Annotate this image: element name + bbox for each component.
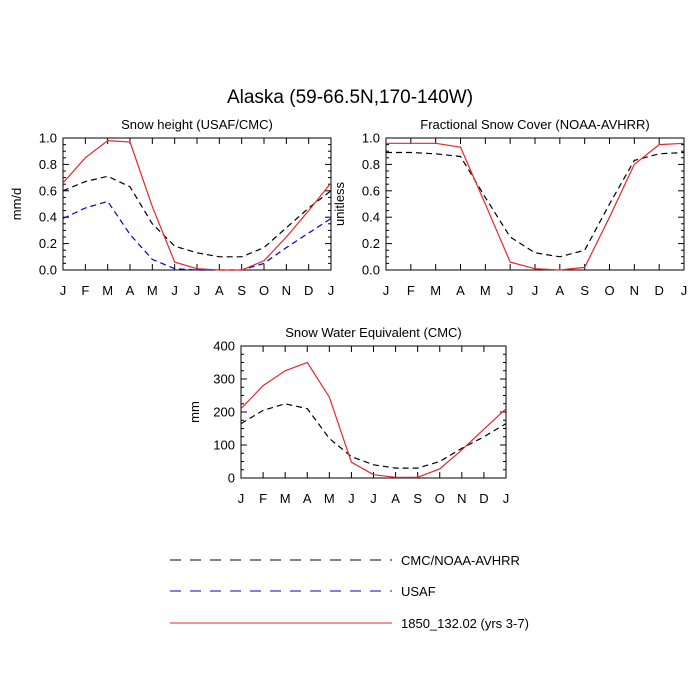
x-tick-label: J: [681, 283, 688, 298]
legend-label: 1850_132.02 (yrs 3-7): [401, 616, 529, 631]
x-tick-label: D: [654, 283, 663, 298]
plot-frame: [240, 345, 507, 479]
x-tick-label: F: [259, 491, 267, 506]
x-tick-label: N: [457, 491, 466, 506]
y-axis-label: unitless: [332, 181, 347, 226]
legend: CMC/NOAA-AVHRR USAF 1850_132.02 (yrs 3-7): [170, 553, 529, 631]
y-tick-label: 300: [213, 372, 235, 387]
x-tick-label: A: [303, 491, 312, 506]
x-tick-label: O: [604, 283, 614, 298]
x-tick-label: M: [147, 283, 158, 298]
x-tick-label: A: [126, 283, 135, 298]
y-axis-label: mm: [187, 401, 202, 423]
series-line-obs: [386, 151, 685, 258]
x-tick-label: J: [238, 491, 245, 506]
x-tick-label: J: [60, 283, 67, 298]
series-line-obs: [62, 175, 332, 258]
legend-label: USAF: [401, 584, 436, 599]
chart-title: Snow Water Equivalent (CMC): [285, 325, 462, 340]
x-tick-label: J: [370, 491, 377, 506]
y-tick-label: 1.0: [362, 131, 380, 146]
x-tick-label: S: [237, 283, 246, 298]
x-tick-label: D: [479, 491, 488, 506]
y-tick-label: 0: [228, 471, 235, 486]
plot-frame: [385, 137, 685, 271]
charts-group: Snow height (USAF/CMC) mm/d 0.0 0.2 0.4 0.6 0.…: [9, 117, 687, 506]
x-tick-label: J: [328, 283, 335, 298]
x-tick-label: F: [81, 283, 89, 298]
chart-3: Snow Water Equivalent (CMC) mm 0 100 200 300 4…: [187, 325, 509, 506]
y-tick-label: 0.6: [39, 183, 57, 198]
x-tick-label: A: [456, 283, 465, 298]
x-tick-label: J: [503, 491, 510, 506]
legend-label: CMC/NOAA-AVHRR: [401, 553, 520, 568]
y-tick-label: 200: [213, 405, 235, 420]
x-tick-label: M: [280, 491, 291, 506]
x-tick-label: J: [171, 283, 178, 298]
y-axis-label: mm/d: [9, 188, 24, 221]
plot-frame: [62, 137, 332, 271]
series-line-obs: [240, 403, 507, 469]
x-tick-label: M: [430, 283, 441, 298]
x-tick-label: S: [580, 283, 589, 298]
x-tick-label: M: [102, 283, 113, 298]
figure-title: Alaska (59-66.5N,170-140W): [227, 87, 473, 108]
y-tick-label: 100: [213, 438, 235, 453]
y-tick-label: 0.4: [39, 210, 57, 225]
x-tick-label: J: [194, 283, 201, 298]
x-tick-label: N: [630, 283, 639, 298]
y-tick-label: 0.8: [39, 157, 57, 172]
y-tick-label: 0.8: [362, 157, 380, 172]
x-tick-label: J: [383, 283, 390, 298]
chart-2: Fractional Snow Cover (NOAA-AVHRR) unitle…: [332, 117, 687, 298]
x-tick-label: D: [304, 283, 313, 298]
x-tick-label: J: [507, 283, 514, 298]
x-tick-label: J: [532, 283, 539, 298]
y-tick-label: 1.0: [39, 131, 57, 146]
y-tick-label: 0.2: [362, 236, 380, 251]
y-tick-label: 0.4: [362, 210, 380, 225]
chart-title: Snow height (USAF/CMC): [121, 117, 273, 132]
x-tick-label: M: [324, 491, 335, 506]
x-tick-label: O: [435, 491, 445, 506]
series-line-usaf: [62, 200, 332, 271]
y-tick-label: 0.0: [362, 263, 380, 278]
x-tick-label: S: [413, 491, 422, 506]
chart-title: Fractional Snow Cover (NOAA-AVHRR): [420, 117, 649, 132]
chart-1: Snow height (USAF/CMC) mm/d 0.0 0.2 0.4 0.6 0.…: [9, 117, 334, 298]
x-tick-label: J: [348, 491, 355, 506]
x-tick-label: M: [480, 283, 491, 298]
series-line-model: [386, 142, 685, 271]
x-tick-label: O: [259, 283, 269, 298]
y-tick-label: 0.6: [362, 183, 380, 198]
y-tick-label: 400: [213, 339, 235, 354]
y-tick-label: 0.0: [39, 263, 57, 278]
series-line-model: [62, 139, 332, 271]
series-line-model: [240, 361, 507, 478]
x-tick-label: F: [407, 283, 415, 298]
x-tick-label: A: [215, 283, 224, 298]
x-tick-label: A: [555, 283, 564, 298]
x-tick-label: N: [282, 283, 291, 298]
y-tick-label: 0.2: [39, 236, 57, 251]
x-tick-label: A: [391, 491, 400, 506]
